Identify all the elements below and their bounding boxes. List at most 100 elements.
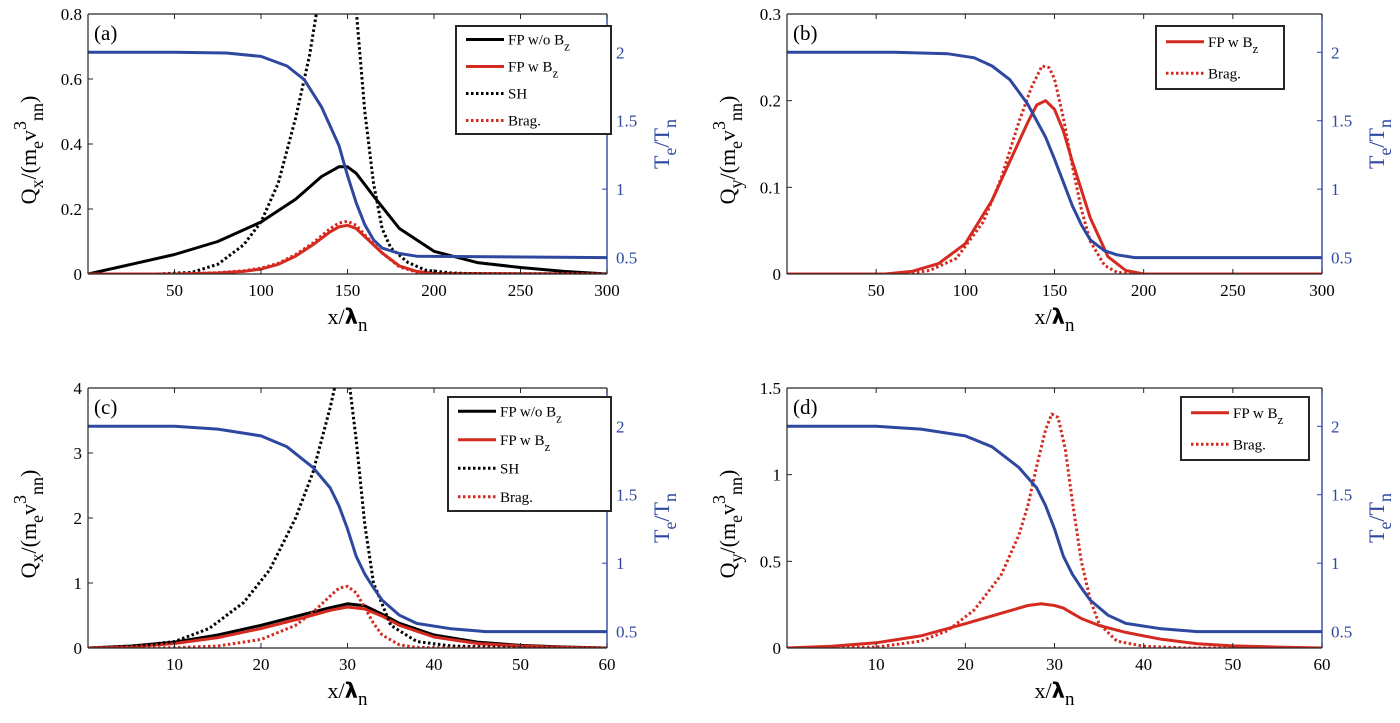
series-group <box>88 14 607 274</box>
te-tn-line <box>787 50 1322 260</box>
y-tick-label: 0.2 <box>760 92 781 111</box>
panel-label: (d) <box>793 395 818 419</box>
y2-tick-label: 1 <box>616 554 625 573</box>
series-group <box>88 388 607 648</box>
y2-axis-label: Te/Tn <box>649 119 680 169</box>
x-axis-label: x/λn <box>328 304 368 336</box>
x-tick-label: 50 <box>166 281 183 300</box>
legend-box <box>1155 25 1285 90</box>
x-axis-label: x/λn <box>1035 304 1075 336</box>
brag-line <box>787 64 1322 274</box>
legend-box <box>447 396 612 512</box>
panel-d: 10 20 30 40 50 60 0 0.5 1 1.5 0.5 1 1.5 2 (d) x/λn Qy/(m… <box>709 379 1395 710</box>
x-tick-label: 10 <box>166 655 183 674</box>
x-tick-label: 100 <box>953 281 979 300</box>
y2-tick-label: 1.5 <box>616 486 637 505</box>
legend: FP w Bz Brag. <box>1180 396 1310 461</box>
legend: FP w Bz Brag. <box>1155 25 1285 90</box>
legend-label: FP w/o Bz <box>500 404 562 425</box>
y2-tick-label: 0.5 <box>616 623 637 642</box>
y2-tick-label: 0.5 <box>1331 623 1352 642</box>
y2-tick-label: 2 <box>616 43 625 62</box>
fp-w-b-z-line <box>787 99 1322 274</box>
y-tick-label: 1.5 <box>760 379 781 398</box>
x-tick-label: 300 <box>594 281 620 300</box>
y2-tick-label: 0.5 <box>616 249 637 268</box>
y-axis-label: Qx/(mev3nn) <box>10 470 47 579</box>
x-tick-label: 10 <box>868 655 885 674</box>
y2-tick-label: 1 <box>1331 180 1340 199</box>
y-tick-label: 0 <box>74 639 83 658</box>
panel-b: 50 100 150 200 250 300 0 0.1 0.2 0.3 0.5 1 1.5 2 (b) x/… <box>709 5 1395 336</box>
series-group <box>787 412 1322 648</box>
y2-axis-label: Te/Tn <box>1364 493 1395 543</box>
legend-label: FP w/o Bz <box>508 33 570 54</box>
fp-w-b-z-line <box>88 223 607 274</box>
y-tick-label: 2 <box>74 509 83 528</box>
y-tick-label: 0.3 <box>760 5 781 24</box>
x-tick-label: 250 <box>508 281 534 300</box>
y2-tick-label: 0.5 <box>1331 249 1352 268</box>
y-tick-label: 0.5 <box>760 552 781 571</box>
legend-box <box>1180 396 1310 461</box>
y-tick-label: 4 <box>74 379 83 398</box>
series-group <box>787 50 1322 274</box>
legend-label: Brag. <box>508 114 541 130</box>
te-tn-line <box>88 424 607 634</box>
fp-w-o-b-z-line <box>88 602 607 648</box>
y-tick-label: 3 <box>74 444 83 463</box>
panel-label: (a) <box>94 21 117 45</box>
legend-label: FP w Bz <box>1208 35 1258 56</box>
x-tick-label: 60 <box>1314 655 1331 674</box>
panel-label: (c) <box>94 395 117 419</box>
y-tick-label: 0 <box>773 639 782 658</box>
x-tick-label: 50 <box>868 281 885 300</box>
panel-a: 50 100 150 200 250 300 0 0.2 0.4 0.6 0.8 0.5 1 1.5 2 (a… <box>10 5 680 336</box>
x-tick-label: 150 <box>1042 281 1068 300</box>
y-axis-label: Qx/(mev3nn) <box>10 96 47 205</box>
x-tick-label: 100 <box>248 281 274 300</box>
y2-tick-label: 1 <box>616 180 625 199</box>
brag-line <box>88 219 607 274</box>
x-tick-label: 20 <box>253 655 270 674</box>
x-tick-label: 30 <box>339 655 356 674</box>
brag-line <box>787 412 1322 648</box>
x-tick-label: 40 <box>1135 655 1152 674</box>
y2-tick-label: 1.5 <box>616 112 637 131</box>
x-tick-label: 150 <box>335 281 361 300</box>
legend-label: Brag. <box>500 490 533 506</box>
y-tick-label: 0.2 <box>61 200 82 219</box>
y-tick-label: 0.1 <box>760 178 781 197</box>
x-tick-label: 50 <box>512 655 529 674</box>
y2-tick-label: 1.5 <box>1331 112 1352 131</box>
te-tn-line <box>787 424 1322 634</box>
y-tick-label: 0.8 <box>61 5 82 24</box>
brag-line <box>88 584 607 648</box>
x-axis-label: x/λn <box>328 678 368 710</box>
fp-w-o-b-z-line <box>88 165 607 274</box>
y-tick-label: 0 <box>74 265 83 284</box>
x-tick-label: 40 <box>426 655 443 674</box>
x-tick-label: 60 <box>599 655 616 674</box>
legend-label: Brag. <box>1208 66 1241 82</box>
x-tick-label: 250 <box>1220 281 1246 300</box>
y-axis-label: Qy/(mev3nn) <box>709 96 746 205</box>
legend-label: SH <box>508 87 527 103</box>
y2-tick-label: 1.5 <box>1331 486 1352 505</box>
y-tick-label: 1 <box>74 574 83 593</box>
y-tick-label: 0.6 <box>61 70 82 89</box>
legend-label: FP w Bz <box>508 60 558 81</box>
y2-axis-label: Te/Tn <box>1364 119 1395 169</box>
fp-w-b-z-line <box>88 605 607 648</box>
x-axis-label: x/λn <box>1035 678 1075 710</box>
y2-tick-label: 2 <box>1331 417 1340 436</box>
fp-w-b-z-line <box>787 602 1322 648</box>
te-tn-line <box>88 50 607 260</box>
y2-axis-label: Te/Tn <box>649 493 680 543</box>
sh-line <box>88 14 607 274</box>
legend-label: SH <box>500 461 519 477</box>
panel-label: (b) <box>793 21 818 45</box>
y-tick-label: 0 <box>773 265 782 284</box>
y2-tick-label: 2 <box>1331 43 1340 62</box>
